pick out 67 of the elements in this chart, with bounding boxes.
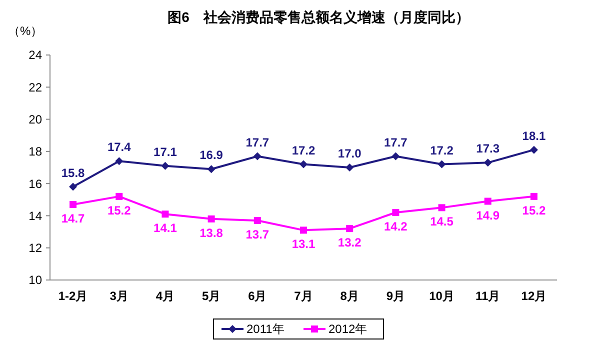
point xyxy=(438,160,446,168)
x-tick-label: 4月 xyxy=(156,289,175,303)
y-tick-label: 24 xyxy=(28,48,42,62)
point xyxy=(162,210,169,218)
y-tick-label: 18 xyxy=(28,144,42,159)
data-label: 13.2 xyxy=(338,236,362,250)
point xyxy=(208,215,215,222)
data-label: 13.8 xyxy=(200,226,224,240)
point xyxy=(438,204,446,212)
point xyxy=(530,192,538,200)
x-tick-label: 12月 xyxy=(521,289,547,303)
chart-title: 图6 社会消费品零售总额名义增速（月度同比） xyxy=(168,9,470,25)
point xyxy=(530,146,538,154)
data-label: 14.9 xyxy=(476,208,500,222)
point xyxy=(300,160,308,168)
x-tick-label: 3月 xyxy=(110,289,128,303)
data-label: 14.7 xyxy=(61,211,86,226)
y-axis-title: （%） xyxy=(8,24,43,38)
data-label: 15.8 xyxy=(61,166,86,180)
data-label: 17.2 xyxy=(430,143,454,158)
data-label: 17.0 xyxy=(338,146,362,160)
x-tick-label: 9月 xyxy=(386,289,406,303)
data-label: 17.7 xyxy=(246,135,270,150)
data-label: 15.2 xyxy=(522,203,546,218)
y-tick-label: 16 xyxy=(28,176,42,191)
data-label: 14.5 xyxy=(430,214,454,229)
data-label: 17.1 xyxy=(154,144,178,159)
point xyxy=(207,165,216,174)
point xyxy=(484,198,492,205)
x-tick-label: 5月 xyxy=(202,289,221,303)
x-tick-label: 11月 xyxy=(476,289,500,303)
data-label: 13.7 xyxy=(246,228,270,242)
y-tick-label: 20 xyxy=(28,112,42,126)
y-tick-label: 10 xyxy=(28,273,42,288)
point xyxy=(70,200,77,208)
legend-label: 2011年 xyxy=(246,322,284,336)
point xyxy=(254,217,261,224)
data-label: 17.4 xyxy=(107,140,132,154)
data-label: 15.2 xyxy=(107,203,132,218)
x-tick-label: 1-2月 xyxy=(58,289,88,303)
point xyxy=(346,164,354,172)
data-label: 17.2 xyxy=(292,143,316,158)
y-tick-label: 14 xyxy=(28,208,42,223)
data-label: 16.9 xyxy=(200,148,224,162)
point xyxy=(346,225,354,232)
data-label: 14.2 xyxy=(384,220,408,234)
point xyxy=(392,152,400,160)
y-tick-label: 22 xyxy=(28,80,42,94)
point xyxy=(116,192,123,200)
data-label: 14.1 xyxy=(154,221,178,236)
data-label: 18.1 xyxy=(522,128,546,143)
x-tick-label: 8月 xyxy=(340,289,359,303)
point xyxy=(392,209,400,216)
x-tick-label: 6月 xyxy=(248,289,267,303)
legend-label: 2012年 xyxy=(328,322,368,336)
data-label: 17.3 xyxy=(476,142,500,156)
x-tick-label: 10月 xyxy=(429,289,454,303)
point xyxy=(253,152,262,160)
y-tick-label: 12 xyxy=(28,241,42,256)
x-tick-label: 7月 xyxy=(294,289,313,303)
data-label: 17.7 xyxy=(384,135,408,150)
data-label: 13.1 xyxy=(292,237,316,252)
point xyxy=(69,182,78,191)
point xyxy=(300,226,307,234)
point xyxy=(161,162,170,170)
point xyxy=(115,157,124,166)
point xyxy=(484,158,492,167)
